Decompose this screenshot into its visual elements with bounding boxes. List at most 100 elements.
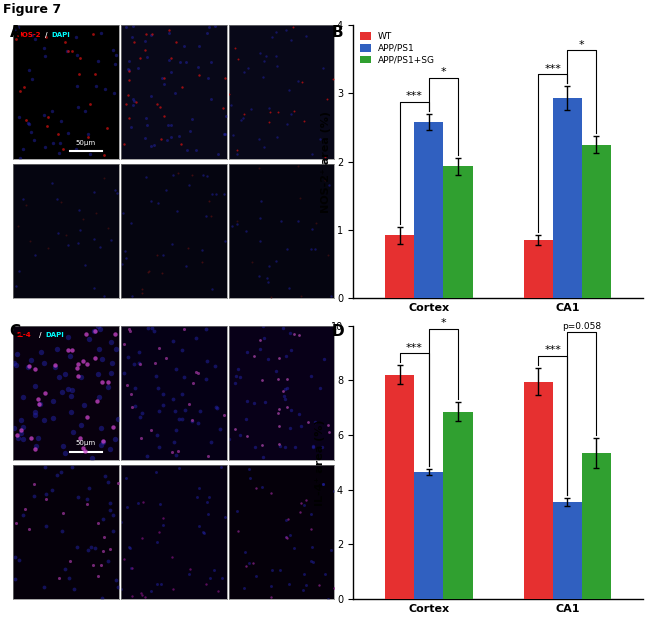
Point <box>220 110 231 120</box>
Point <box>65 556 75 566</box>
Point <box>77 356 88 366</box>
Bar <box>552 502 582 599</box>
Point <box>96 423 106 433</box>
Point <box>152 537 162 547</box>
Point <box>116 584 126 594</box>
Point <box>290 442 300 452</box>
Text: B: B <box>332 25 343 40</box>
Point <box>292 76 303 86</box>
Point <box>227 130 238 140</box>
Point <box>220 129 231 139</box>
Point <box>175 57 185 67</box>
Point <box>30 444 40 454</box>
Point <box>111 344 121 354</box>
Point <box>181 57 191 67</box>
Text: D: D <box>332 324 344 339</box>
Point <box>63 384 73 394</box>
Point <box>126 592 136 602</box>
Point <box>192 62 203 72</box>
Point <box>91 208 101 218</box>
Point <box>126 389 136 399</box>
Point <box>46 485 57 495</box>
Point <box>198 170 208 180</box>
Point <box>168 394 178 404</box>
Point <box>201 324 211 334</box>
Point <box>109 87 119 97</box>
Point <box>257 440 267 450</box>
Point <box>322 420 333 430</box>
Point <box>251 483 261 493</box>
Point <box>30 381 40 391</box>
Point <box>133 499 143 509</box>
Point <box>324 427 335 437</box>
Point <box>73 371 83 381</box>
Point <box>82 494 92 504</box>
Point <box>318 354 329 364</box>
Point <box>235 115 246 125</box>
Point <box>194 483 204 493</box>
Point <box>103 223 114 233</box>
Point <box>167 240 177 250</box>
Point <box>96 441 107 451</box>
Point <box>250 442 260 452</box>
Point <box>170 426 181 436</box>
Point <box>135 54 146 64</box>
Point <box>213 586 224 596</box>
Point <box>179 373 189 383</box>
Point <box>322 594 333 604</box>
Point <box>152 99 162 109</box>
Point <box>127 291 138 301</box>
Point <box>40 142 50 152</box>
Point <box>32 433 43 443</box>
Point <box>143 323 153 333</box>
Point <box>270 27 281 37</box>
Point <box>125 122 136 132</box>
Point <box>306 243 317 253</box>
Point <box>60 448 70 458</box>
Point <box>91 81 101 91</box>
Point <box>137 533 148 543</box>
Point <box>93 56 103 66</box>
Point <box>125 563 136 573</box>
Point <box>103 376 113 386</box>
Point <box>170 88 180 98</box>
Bar <box>414 122 443 298</box>
Point <box>187 416 198 426</box>
Point <box>78 213 88 223</box>
Point <box>58 441 69 451</box>
Point <box>72 363 82 373</box>
Point <box>58 144 68 154</box>
Point <box>280 384 291 394</box>
Point <box>83 129 93 139</box>
Point <box>308 557 318 567</box>
Point <box>86 542 97 552</box>
Point <box>72 80 82 90</box>
Point <box>110 329 120 339</box>
Point <box>131 97 142 107</box>
Point <box>90 326 100 336</box>
Point <box>275 565 285 575</box>
Text: p=0.058: p=0.058 <box>562 322 601 331</box>
Point <box>129 401 140 411</box>
Point <box>295 193 306 203</box>
Point <box>68 427 78 437</box>
Point <box>293 161 304 171</box>
Point <box>202 497 213 507</box>
Point <box>172 207 182 217</box>
Point <box>85 99 96 109</box>
Point <box>216 462 226 472</box>
Point <box>40 388 50 397</box>
Point <box>29 135 39 145</box>
Point <box>123 352 133 362</box>
Point <box>198 527 208 537</box>
Point <box>274 353 284 363</box>
Point <box>296 498 306 508</box>
Point <box>265 107 276 117</box>
Point <box>310 417 320 427</box>
Point <box>148 140 159 150</box>
Point <box>69 585 79 595</box>
Point <box>294 409 304 419</box>
Point <box>299 117 309 127</box>
Point <box>272 132 283 142</box>
Point <box>306 524 316 534</box>
